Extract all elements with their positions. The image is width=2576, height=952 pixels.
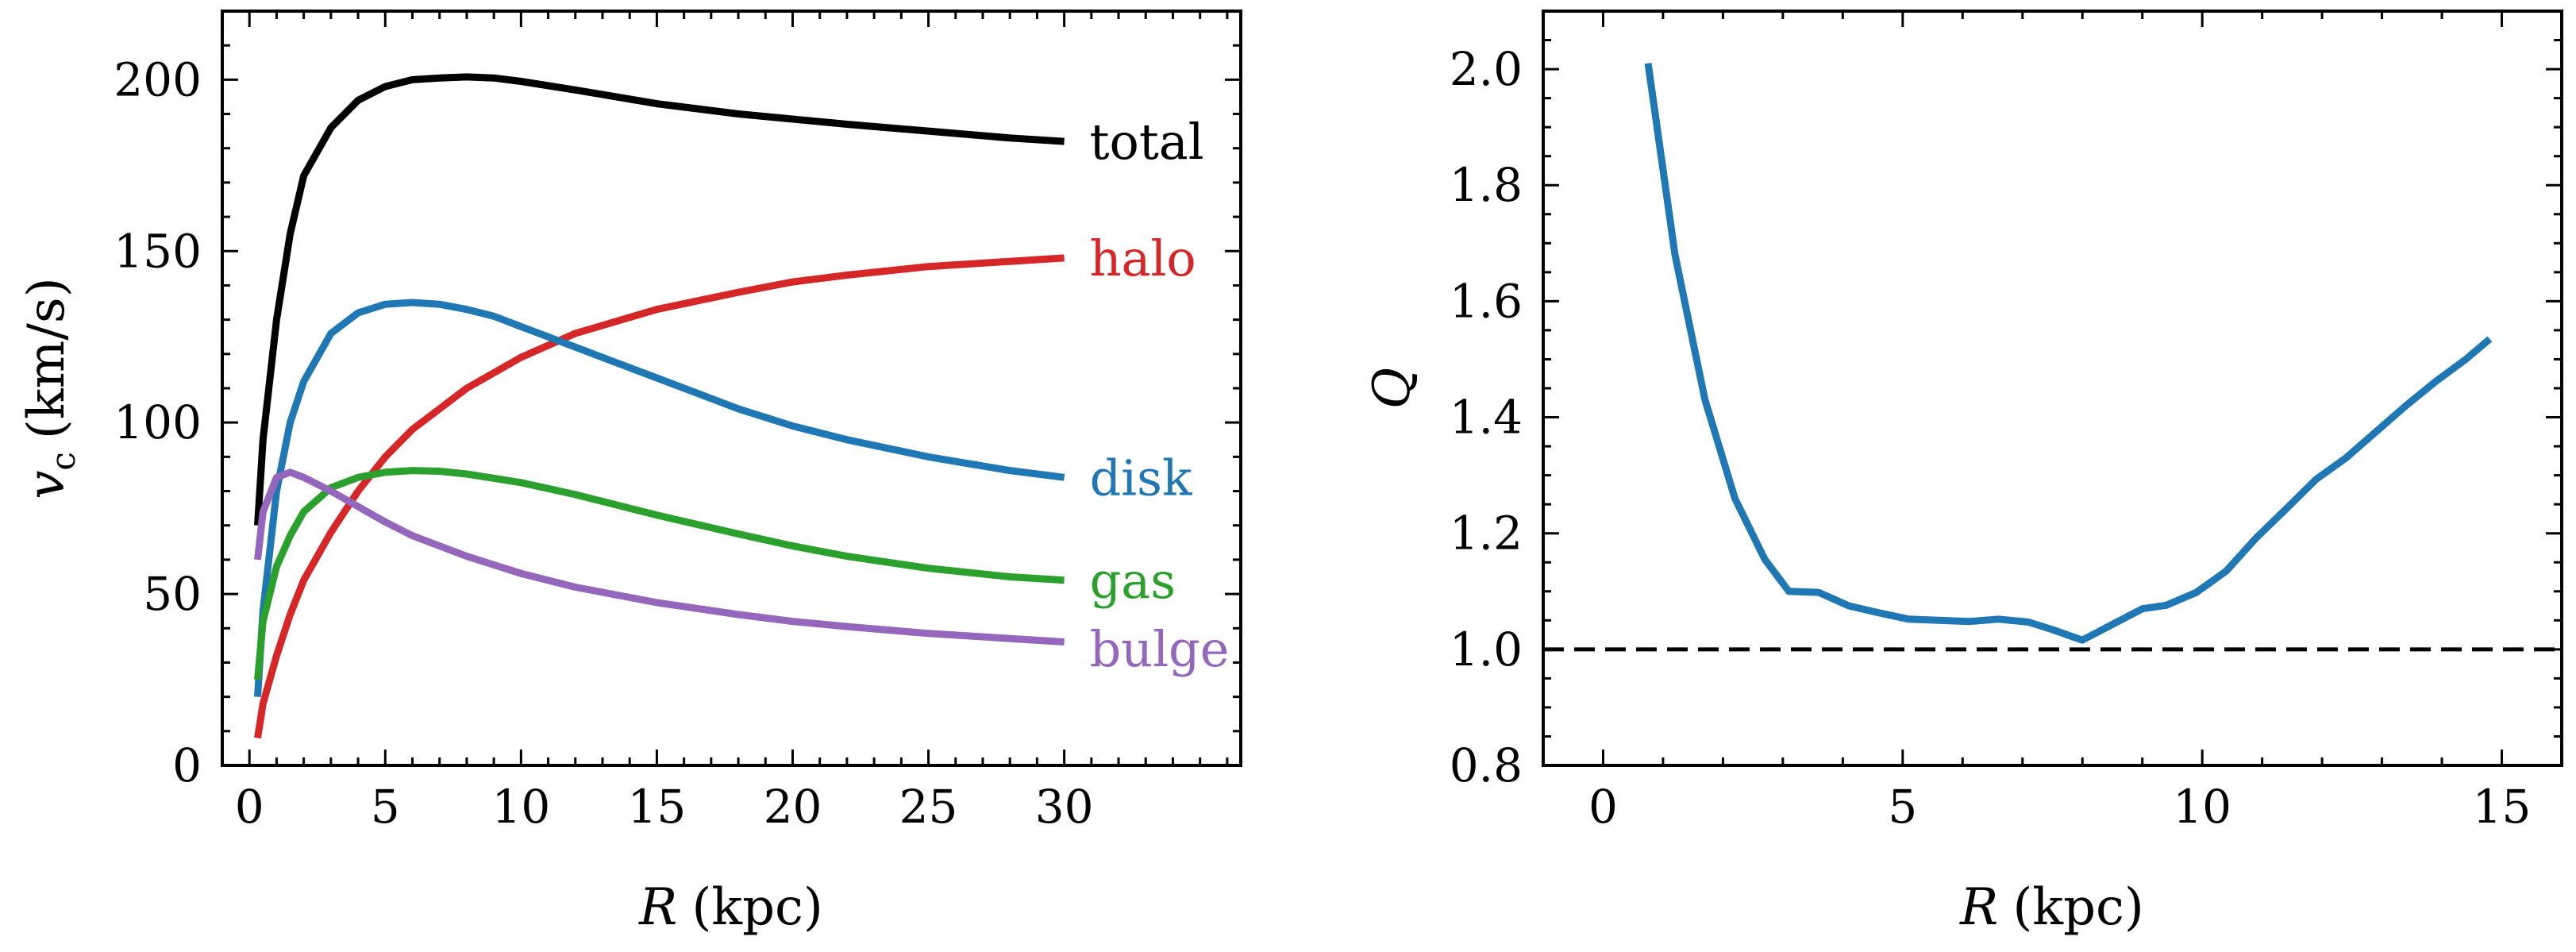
y-tick-label: 1.4 xyxy=(1450,391,1523,445)
y-tick-label: 1.0 xyxy=(1450,622,1523,676)
x-tick-label: 15 xyxy=(2473,780,2532,834)
y-axis-symbol: v xyxy=(17,471,76,499)
series-line-bulge xyxy=(254,468,1065,646)
y-tick-label: 50 xyxy=(143,567,202,621)
x-axis-unit: (kpc) xyxy=(691,878,823,937)
y-axis-unit: (km/s) xyxy=(17,277,76,439)
x-tick-label: 10 xyxy=(2173,780,2231,834)
plot-frame xyxy=(1542,10,2563,767)
x-axis-label: R (kpc) xyxy=(1959,878,2144,937)
legend-label-halo: halo xyxy=(1090,229,1196,287)
y-tick-label: 0 xyxy=(172,738,202,792)
legend-label-total: total xyxy=(1090,113,1204,171)
legend-label-gas: gas xyxy=(1090,552,1176,610)
ticks-group: 0 5 10 15 20 25 30 0 50 100 150 200 xyxy=(114,10,1241,834)
x-tick-label: 5 xyxy=(371,780,400,834)
toomre-q-panel: 0 5 10 15 0.8 1.0 1.2 1.4 1.6 1.8 2.0 Q R (kpc) xyxy=(1363,10,2563,937)
y-tick-label: 200 xyxy=(114,52,202,106)
x-tick-label: 15 xyxy=(628,780,687,834)
x-axis-unit: (kpc) xyxy=(2012,878,2144,937)
plot-frame xyxy=(221,10,1242,767)
x-tick-label: 30 xyxy=(1035,780,1094,834)
x-tick-label: 0 xyxy=(1588,780,1618,834)
y-tick-label: 100 xyxy=(114,395,202,449)
y-axis-label: Q xyxy=(1363,368,1422,409)
x-tick-label: 0 xyxy=(235,780,264,834)
x-axis-label: R (kpc) xyxy=(638,878,823,937)
x-axis-symbol: R xyxy=(638,878,677,937)
y-axis-subscript: c xyxy=(44,452,83,471)
y-tick-label: 1.6 xyxy=(1450,274,1523,328)
y-axis-label: vc (km/s) xyxy=(17,277,83,499)
series-line-q xyxy=(1644,63,2493,644)
y-tick-label: 1.2 xyxy=(1450,507,1523,561)
x-tick-label: 25 xyxy=(899,780,958,834)
series-line-halo xyxy=(254,254,1065,739)
ticks-group: 0 5 10 15 0.8 1.0 1.2 1.4 1.6 1.8 2.0 xyxy=(1450,10,2563,834)
y-tick-label: 2.0 xyxy=(1450,42,1523,96)
series-group xyxy=(254,73,1065,739)
y-tick-label: 0.8 xyxy=(1450,738,1523,792)
y-tick-label: 1.8 xyxy=(1450,158,1523,212)
legend-label-bulge: bulge xyxy=(1090,620,1230,678)
series-group xyxy=(1644,63,2493,644)
series-line-disk xyxy=(254,299,1065,697)
x-axis-symbol: R xyxy=(1959,878,1998,937)
y-tick-label: 150 xyxy=(114,224,202,278)
series-line-gas xyxy=(254,467,1065,680)
legend-group: total halo disk gas bulge xyxy=(1090,113,1230,678)
x-tick-label: 20 xyxy=(764,780,822,834)
series-line-total xyxy=(254,73,1065,526)
x-tick-label: 10 xyxy=(491,780,550,834)
legend-label-disk: disk xyxy=(1090,449,1192,507)
x-tick-label: 5 xyxy=(1888,780,1917,834)
rotation-curve-panel: 0 5 10 15 20 25 30 0 50 100 150 200 total halo disk ga… xyxy=(17,10,1242,937)
